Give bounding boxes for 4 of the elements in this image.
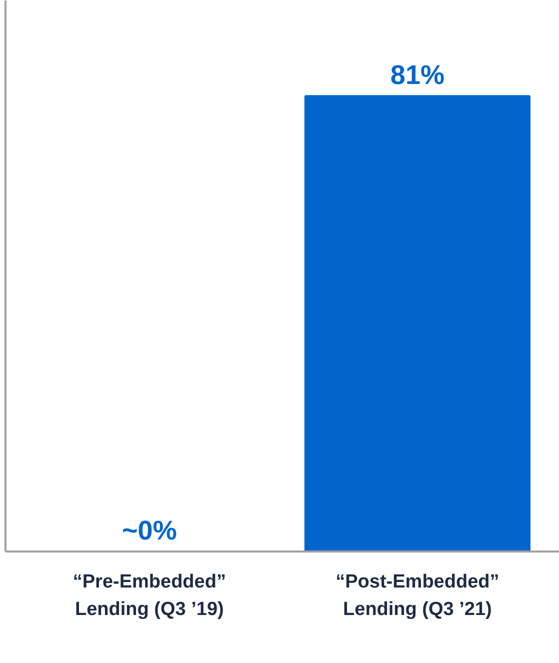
x-tick-label: “Pre-Embedded” Lending (Q3 ’19) (72, 572, 226, 620)
data-label: ~0% (122, 516, 177, 546)
x-tick-label: “Post-Embedded” Lending (Q3 ’21) (336, 572, 500, 620)
data-label: 81% (390, 60, 444, 90)
